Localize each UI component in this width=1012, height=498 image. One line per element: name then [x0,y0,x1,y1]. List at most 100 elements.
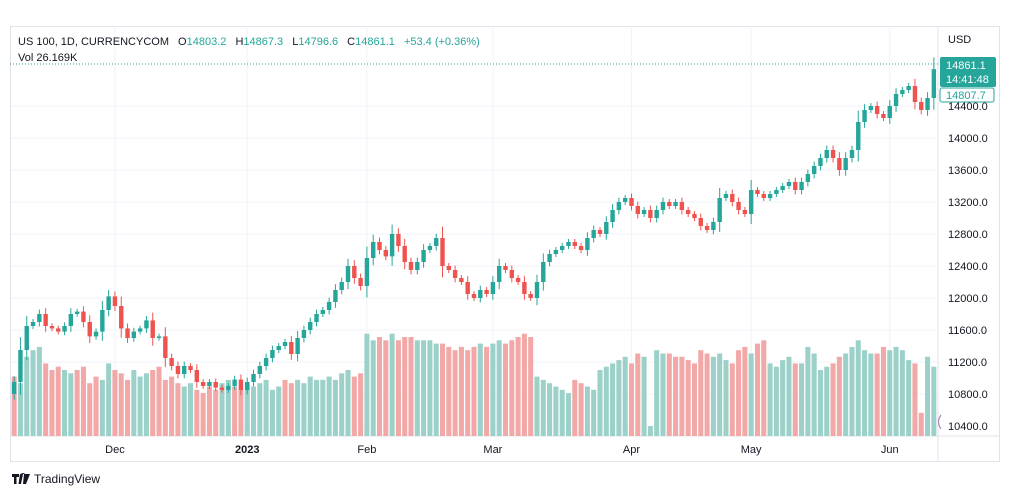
candle-body [93,331,99,337]
volume-bar [358,373,364,436]
chart-frame [10,26,1000,462]
tradingview-brand: TradingView [34,472,101,486]
volume-bar [521,333,527,436]
volume-bar [188,383,194,436]
volume-bar [446,346,452,436]
ohlc-legend: US 100, 1D, CURRENCYCOM O14803.2 H14867.… [18,34,480,50]
candle-body [18,350,23,382]
volume-bar [282,379,288,436]
volume-bar [200,393,206,436]
volume-bar [307,376,313,436]
candle-body [276,346,281,350]
secondary-price-text: 14807.7 [946,90,986,102]
time-axis[interactable]: Dec 2023 Feb Mar Apr May Jun [105,444,898,456]
volume-bar [194,389,200,436]
change-value: +53.4 (+0.36%) [403,36,480,48]
time-tick-label: Dec [105,444,125,456]
candle-body [711,222,716,230]
candle-body [597,230,603,234]
candle-body [24,326,29,350]
volume-legend: Vol 26.169K [18,50,77,66]
symbol-label[interactable]: US 100, 1D, CURRENCYCOM [18,36,169,48]
volume-bar [849,346,855,436]
volume-bar [465,350,471,436]
volume-bar [792,363,798,436]
candle-body [364,258,370,286]
candle-body [730,194,735,202]
candle-body [131,331,137,338]
volume-bar [553,386,559,436]
candle-body [163,336,168,358]
volume-bar [565,393,572,436]
close-label: C [347,36,356,48]
volume-bar [843,353,849,436]
volume-label[interactable]: Vol [18,52,34,64]
volume-bar [244,383,250,436]
volume-bar [824,366,830,436]
volume-bar [780,360,786,436]
volume-bar [704,353,710,436]
volume-bar [855,340,861,436]
time-tick-label: 2023 [235,444,259,456]
candle-body [408,262,414,270]
volume-bar [131,370,137,436]
candle-body [490,282,496,294]
volume-bar [11,376,17,436]
candle-body [673,202,678,206]
candle-body [169,358,174,366]
volume-bar [376,337,383,436]
currency-label[interactable]: USD [948,34,972,46]
volume-bar [87,383,93,436]
volume-bar [452,350,458,436]
tradingview-footer[interactable]: TradingView [12,472,100,486]
volume-bar [616,360,622,436]
candle-body [559,246,565,250]
candle-body [389,234,395,257]
price-tick-label: 11600.0 [948,325,987,337]
candle-body [270,350,275,358]
volume-bar [773,366,779,436]
time-tick-label: May [741,444,762,456]
candle-body [182,366,187,374]
volume-bar [477,343,483,436]
candle-body [308,322,313,330]
volume-bar [93,376,99,436]
candle-body [345,266,351,282]
candle-body [238,379,244,390]
candle-body [125,328,130,338]
volume-bar [906,360,912,436]
candle-body [761,194,766,198]
volume-bar [383,340,389,436]
candle-body [786,182,792,186]
volume-bar [660,353,666,436]
volume-bar [238,389,244,436]
candle-body [175,366,181,374]
candle-body [925,98,930,110]
volume-bar [175,383,181,436]
candle-body [780,186,785,190]
candle-body [692,214,697,218]
volume-bar [547,383,553,436]
volume-bar [276,386,282,436]
volume-bar [106,363,112,436]
candle-body [200,382,206,386]
volume-bar [717,353,723,436]
candle-body [421,250,426,262]
candle-body [874,106,880,114]
candle-body [648,210,653,218]
volume-bar [628,363,635,436]
candle-body [377,242,382,250]
volume-bar [269,389,275,436]
candle-body [62,326,67,332]
candle-body [81,311,86,322]
price-axis[interactable]: 10400.0 10800.0 11200.0 11600.0 12000.0 12400… [948,101,988,433]
candle-body [106,296,111,310]
price-tick-label: 13600.0 [948,165,988,177]
volume-bar [80,366,86,436]
volume-bar [17,383,23,436]
candle-body [383,250,389,257]
volume-bar [295,379,301,436]
volume-bar [471,346,477,436]
volume-bar [654,350,660,436]
